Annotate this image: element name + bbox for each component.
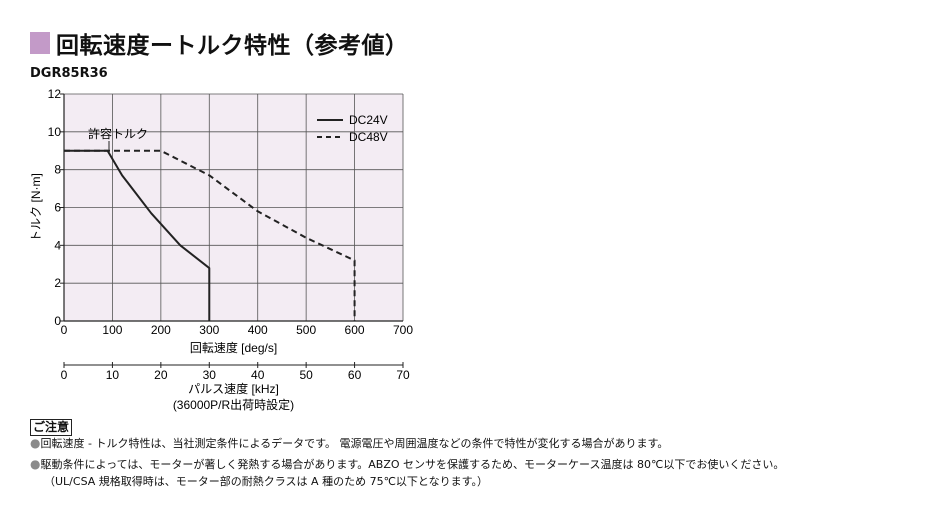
notes-header: ご注意 [30, 419, 73, 436]
y-axis-title: トルク [N·m] [29, 173, 43, 242]
model-name: DGR85R36 [30, 66, 108, 81]
annotation-label: 許容トルク [88, 126, 148, 141]
x2-tick-label: 60 [348, 368, 362, 382]
x-tick-label: 600 [345, 323, 365, 337]
note-2: ●駆動条件によっては、モーターが著しく発熱する場合があります。ABZO センサを… [30, 456, 784, 472]
chart-grid [60, 93, 404, 368]
note-3-text: （UL/CSA 規格取得時は、モーター部の耐熱クラスは A 種のため 75℃以下… [44, 475, 488, 488]
y-tick-label: 0 [54, 314, 61, 328]
note-1: ●回転速度 - トルク特性は、当社測定条件によるデータです。 電源電圧や周囲温度… [30, 435, 668, 451]
note-1-text: 回転速度 - トルク特性は、当社測定条件によるデータです。 電源電圧や周囲温度な… [40, 437, 669, 450]
y-tick-label: 12 [48, 87, 62, 101]
x-tick-label: 400 [248, 323, 268, 337]
x-axis-title: 回転速度 [deg/s] [190, 340, 277, 355]
y-tick-label: 8 [54, 163, 61, 177]
x2-axis-title: パルス速度 [kHz] [188, 381, 279, 396]
note-2-text: 駆動条件によっては、モーターが著しく発熱する場合があります。ABZO センサを保… [40, 458, 785, 471]
y-tick-label: 4 [54, 238, 61, 252]
x-tick-label: 0 [61, 323, 68, 337]
y-tick-label: 2 [54, 276, 61, 290]
note-3: （UL/CSA 規格取得時は、モーター部の耐熱クラスは A 種のため 75℃以下… [44, 473, 488, 489]
x-tick-label: 700 [393, 323, 413, 337]
title-bar: 回転速度ートルク特性（参考値） [30, 28, 409, 59]
x2-axis-subtitle: (36000P/R出荷時設定) [173, 397, 294, 412]
x-tick-label: 200 [151, 323, 171, 337]
x-tick-label: 100 [102, 323, 122, 337]
title-marker-square [30, 32, 50, 54]
note-bullet: ● [30, 457, 41, 471]
legend-label: DC24V [349, 113, 388, 127]
x2-tick-label: 70 [396, 368, 410, 382]
page-title: 回転速度ートルク特性（参考値） [56, 33, 409, 59]
x2-tick-label: 50 [299, 368, 313, 382]
y-tick-label: 10 [48, 125, 62, 139]
x-tick-label: 500 [296, 323, 316, 337]
x2-tick-label: 30 [203, 368, 217, 382]
note-bullet: ● [30, 436, 41, 450]
legend-label: DC48V [349, 130, 388, 144]
x2-tick-label: 10 [106, 368, 120, 382]
x2-tick-label: 0 [61, 368, 68, 382]
chart-series [64, 149, 356, 321]
y-tick-label: 6 [54, 201, 61, 215]
series-line-dc48v [64, 149, 356, 321]
x2-tick-label: 40 [251, 368, 265, 382]
x2-tick-label: 20 [154, 368, 168, 382]
x-tick-label: 300 [199, 323, 219, 337]
